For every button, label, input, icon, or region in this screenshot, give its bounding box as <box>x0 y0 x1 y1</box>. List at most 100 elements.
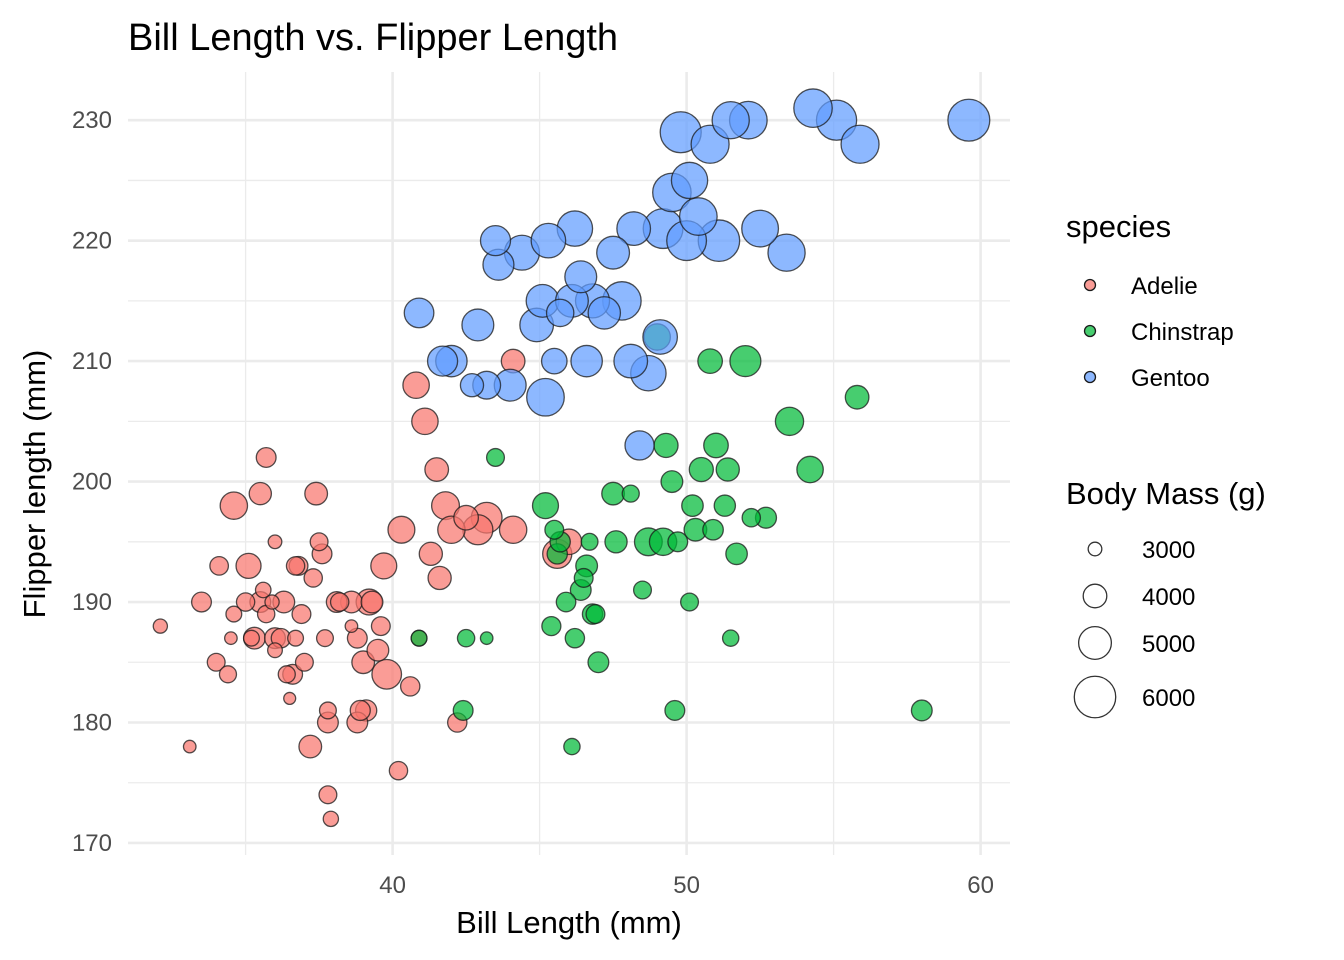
data-point <box>411 407 439 436</box>
size-key <box>1087 541 1103 557</box>
data-point <box>453 504 480 531</box>
data-point <box>206 652 226 672</box>
data-point <box>479 224 512 257</box>
size-key-label: 3000 <box>1142 537 1195 564</box>
data-point <box>540 347 568 375</box>
data-point <box>277 665 296 684</box>
data-point <box>322 810 340 828</box>
data-point <box>315 629 335 648</box>
data-point <box>632 580 653 600</box>
data-point <box>403 297 435 329</box>
y-tick-label: 220 <box>72 228 112 255</box>
data-point <box>564 260 598 294</box>
data-point <box>564 627 586 649</box>
data-point <box>729 344 762 378</box>
data-point <box>725 542 748 566</box>
data-point <box>298 734 323 759</box>
data-point <box>370 552 398 580</box>
data-point <box>309 532 329 552</box>
data-point <box>910 699 933 722</box>
legend-label-gentoo: Gentoo <box>1131 365 1210 392</box>
data-point <box>223 631 238 646</box>
data-point <box>555 591 577 613</box>
y-axis-title: Flipper length (mm) <box>17 350 52 619</box>
data-point <box>670 161 709 200</box>
legend-key-chinstrap <box>1083 324 1097 338</box>
legend-label-chinstrap: Chinstrap <box>1131 319 1234 346</box>
data-point <box>660 470 684 494</box>
legend-key-gentoo <box>1083 370 1097 384</box>
data-point <box>544 519 565 540</box>
data-point <box>596 235 631 270</box>
y-tick-label: 210 <box>72 348 112 375</box>
data-point <box>563 737 581 756</box>
data-point <box>209 555 230 576</box>
data-point <box>399 676 421 697</box>
size-key <box>1077 625 1113 661</box>
data-point <box>255 446 277 469</box>
data-point <box>459 372 485 398</box>
x-tick-label: 60 <box>967 872 994 899</box>
data-point <box>303 568 324 588</box>
chart-title: Bill Length vs. Flipper Length <box>128 17 618 59</box>
x-tick-label: 40 <box>379 872 406 899</box>
series-adelie <box>152 348 583 828</box>
data-point <box>426 345 459 377</box>
data-point <box>616 211 652 247</box>
data-point <box>456 628 476 648</box>
data-point <box>541 615 562 637</box>
data-point <box>329 592 350 612</box>
data-point <box>387 515 416 544</box>
data-point <box>587 651 610 674</box>
data-point <box>530 222 567 259</box>
data-point <box>741 209 780 248</box>
data-point <box>235 592 256 612</box>
data-point <box>697 348 724 375</box>
data-point <box>498 515 528 545</box>
data-point <box>721 629 740 647</box>
data-point <box>371 658 403 690</box>
data-point <box>688 456 714 483</box>
data-point <box>402 371 430 400</box>
size-key <box>1073 675 1117 719</box>
data-point <box>264 594 280 610</box>
data-point <box>947 98 991 142</box>
series-chinstrap <box>410 323 933 756</box>
data-point <box>485 447 506 468</box>
size-key-label: 5000 <box>1142 631 1195 658</box>
data-point <box>570 344 603 378</box>
data-point <box>580 532 599 551</box>
data-point <box>621 484 640 503</box>
data-point <box>291 604 312 625</box>
data-point <box>667 531 689 553</box>
data-point <box>152 618 169 634</box>
data-point <box>681 494 704 518</box>
data-point <box>573 567 594 588</box>
x-axis-ticks: 40 50 60 <box>379 872 994 899</box>
data-point <box>796 455 824 484</box>
data-point <box>767 233 806 272</box>
data-point <box>653 432 679 459</box>
y-tick-label: 230 <box>72 107 112 134</box>
data-point <box>679 592 700 612</box>
data-point <box>585 604 606 625</box>
size-key <box>1082 583 1108 609</box>
x-tick-label: 50 <box>673 872 700 899</box>
data-point <box>531 492 560 520</box>
body-mass-legend: Body Mass (g) 3000 4000 5000 6000 <box>1066 476 1266 719</box>
data-point <box>294 652 314 672</box>
y-tick-label: 180 <box>72 709 112 736</box>
data-points <box>152 88 991 828</box>
species-legend: species Adelie Chinstrap Gentoo <box>1066 209 1234 392</box>
y-tick-label: 200 <box>72 469 112 496</box>
data-point <box>388 760 409 781</box>
data-point <box>702 518 724 541</box>
data-point <box>741 507 762 528</box>
y-tick-label: 190 <box>72 589 112 616</box>
data-point <box>318 785 338 805</box>
data-point <box>287 629 305 647</box>
data-point <box>479 631 494 646</box>
data-point <box>545 298 575 328</box>
data-point <box>427 565 452 591</box>
